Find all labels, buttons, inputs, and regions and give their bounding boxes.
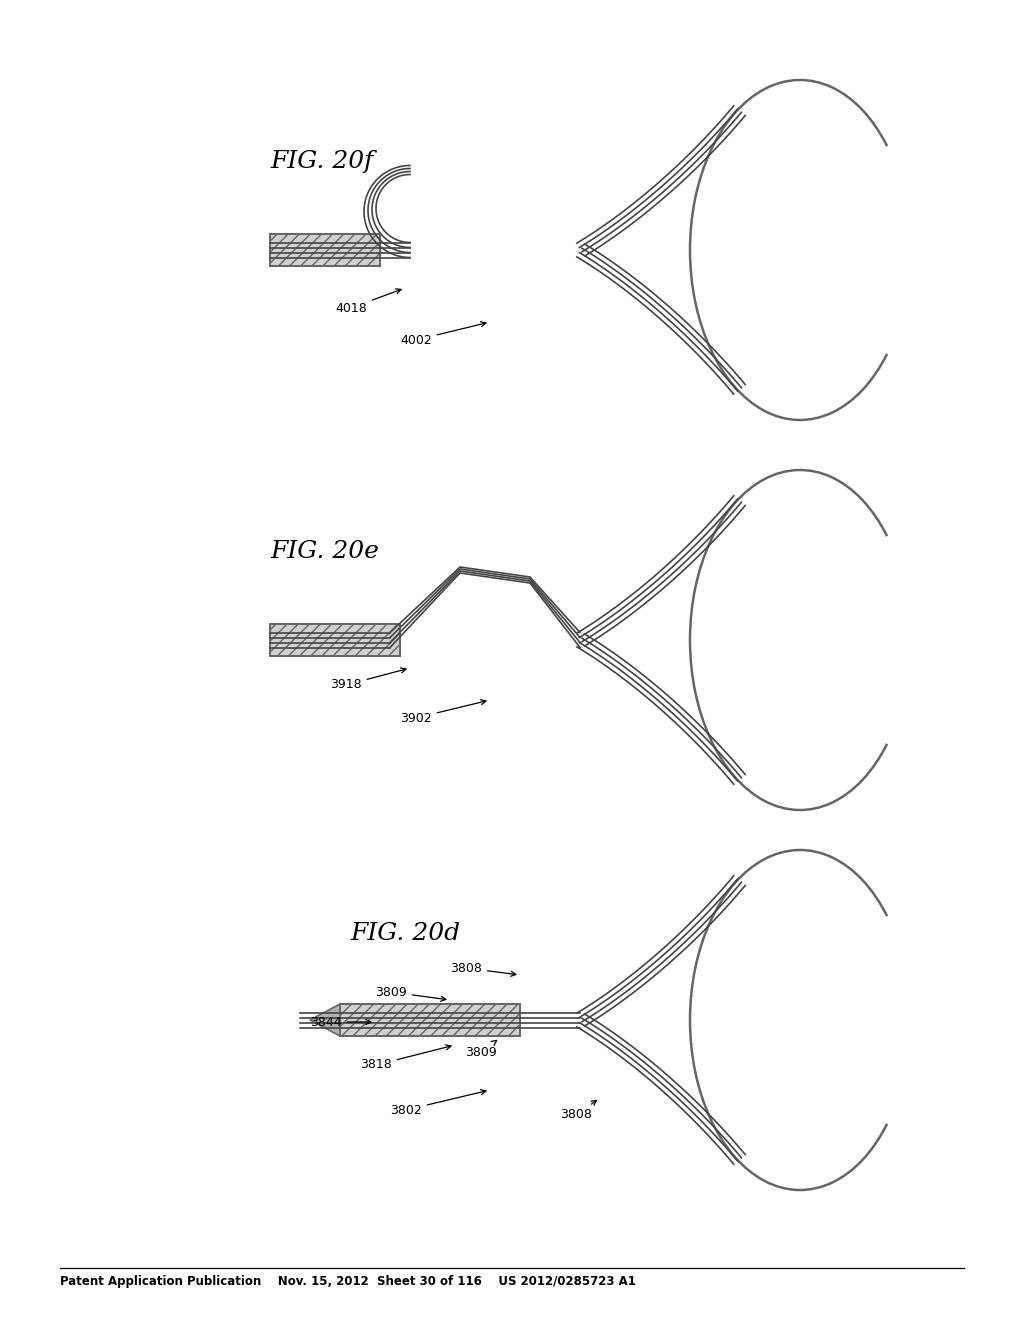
Text: Patent Application Publication    Nov. 15, 2012  Sheet 30 of 116    US 2012/0285: Patent Application Publication Nov. 15, … bbox=[60, 1275, 636, 1288]
Text: 3802: 3802 bbox=[390, 1090, 486, 1117]
Bar bbox=[340, 1005, 520, 1036]
Bar bbox=[270, 234, 380, 267]
Text: 3918: 3918 bbox=[330, 668, 406, 692]
Text: 3808: 3808 bbox=[560, 1101, 597, 1122]
Text: 4002: 4002 bbox=[400, 322, 486, 346]
Bar bbox=[270, 624, 400, 656]
Text: FIG. 20f: FIG. 20f bbox=[270, 150, 374, 173]
Text: 3902: 3902 bbox=[400, 700, 486, 725]
Text: FIG. 20e: FIG. 20e bbox=[270, 540, 379, 564]
Text: 3808: 3808 bbox=[450, 961, 516, 977]
Bar bbox=[270, 234, 380, 267]
Polygon shape bbox=[310, 1005, 340, 1036]
Bar bbox=[270, 624, 400, 656]
Text: 3818: 3818 bbox=[360, 1045, 451, 1072]
Bar bbox=[340, 1005, 520, 1036]
Text: 3844: 3844 bbox=[310, 1015, 371, 1028]
Text: 3809: 3809 bbox=[465, 1040, 497, 1059]
Text: 4018: 4018 bbox=[335, 289, 401, 314]
Text: 3809: 3809 bbox=[375, 986, 445, 1002]
Text: FIG. 20d: FIG. 20d bbox=[350, 921, 460, 945]
